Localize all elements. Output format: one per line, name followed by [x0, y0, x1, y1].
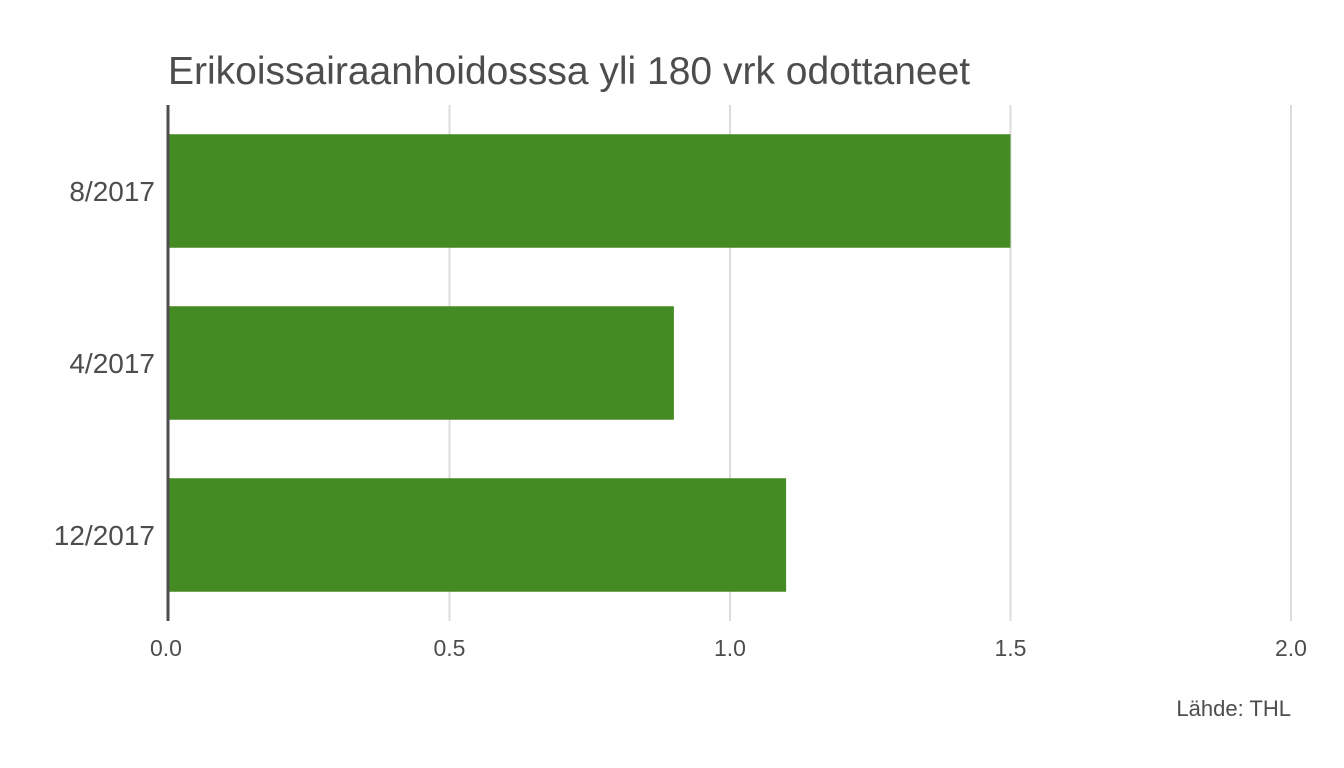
- category-labels: 8/2017 4/2017 12/2017: [54, 176, 155, 551]
- bar: [169, 306, 674, 420]
- x-tick-label: 0.5: [434, 635, 466, 661]
- x-tick-labels: 0.0 0.5 1.0 1.5 2.0: [150, 635, 1307, 661]
- x-tick-label: 2.0: [1275, 635, 1307, 661]
- chart-title: Erikoissairaanhoidosssa yli 180 vrk odot…: [168, 50, 970, 93]
- bar: [169, 134, 1011, 248]
- bars: [169, 134, 1011, 592]
- source-caption: Lähde: THL: [1176, 696, 1291, 721]
- category-label: 4/2017: [69, 348, 155, 379]
- bar: [169, 478, 787, 592]
- category-label: 8/2017: [69, 176, 155, 207]
- x-tick-label: 1.0: [714, 635, 746, 661]
- category-label: 12/2017: [54, 520, 155, 551]
- x-tick-label: 0.0: [150, 635, 182, 661]
- x-tick-label: 1.5: [995, 635, 1027, 661]
